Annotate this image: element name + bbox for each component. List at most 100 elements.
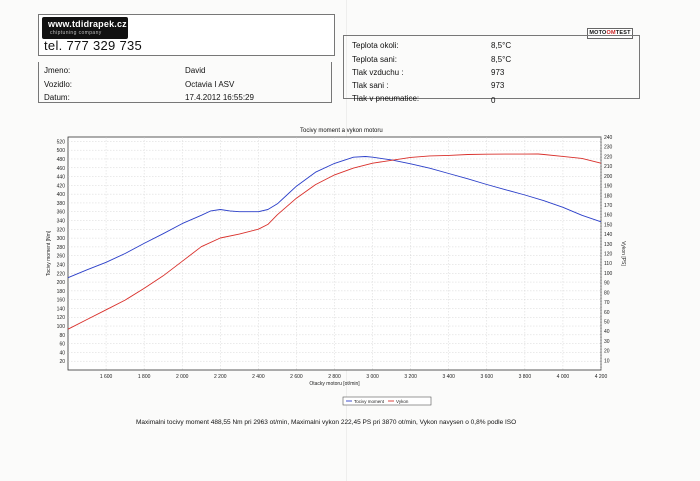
y2-tick-label: 210 (604, 164, 613, 170)
y2-tick-label: 30 (604, 339, 610, 345)
x-tick-label: 3 800 (519, 374, 532, 380)
y-tick-label: 220 (57, 271, 66, 277)
y2-tick-label: 70 (604, 300, 610, 306)
x-tick-label: 2 800 (328, 374, 341, 380)
y-axis-title: Tocivy moment [Nm] (46, 230, 52, 276)
temp-intake-value: 8,5°C (491, 55, 512, 64)
y2-tick-label: 140 (604, 232, 613, 238)
x-tick-label: 1 600 (100, 374, 113, 380)
plot-area (67, 136, 602, 371)
y-tick-label: 320 (57, 227, 66, 233)
company-logo: www.tdidrapek.cz chiptuning company (42, 17, 128, 39)
y-tick-label: 140 (57, 306, 66, 312)
temp-intake-label: Teplota sani: (352, 55, 397, 64)
air-pressure-label: Tlak vzduchu : (352, 68, 404, 77)
y-tick-label: 420 (57, 183, 66, 189)
y2-tick-label: 40 (604, 329, 610, 335)
vehicle-info-box (38, 62, 332, 103)
y-tick-label: 460 (57, 166, 66, 172)
y2-tick-label: 230 (604, 145, 613, 151)
mototest-logo-left: MOTO (589, 30, 607, 36)
temp-ambient-label: Teplota okoli: (352, 41, 399, 50)
logo-sub-text: chiptuning company (50, 30, 102, 36)
y-tick-label: 480 (57, 157, 66, 163)
legend-box (342, 396, 432, 406)
mototest-logo-mid: OM (606, 30, 616, 36)
y-tick-label: 280 (57, 245, 66, 251)
y-tick-label: 100 (57, 324, 66, 330)
name-label: Jmeno: (44, 66, 71, 75)
x-tick-label: 4 200 (595, 374, 608, 380)
y2-tick-label: 150 (604, 222, 613, 228)
y2-tick-label: 170 (604, 203, 613, 209)
y2-tick-label: 90 (604, 281, 610, 287)
y2-tick-label: 130 (604, 242, 613, 248)
y2-tick-label: 220 (604, 154, 613, 160)
y2-tick-label: 200 (604, 174, 613, 180)
mototest-logo-right: TEST (615, 30, 631, 36)
x-axis-title: Otacky motoru [ot/min] (309, 381, 360, 387)
y-tick-label: 260 (57, 254, 66, 260)
y2-tick-label: 100 (604, 271, 613, 277)
y-tick-label: 40 (59, 350, 65, 356)
y-tick-label: 400 (57, 192, 66, 198)
vehicle-value: Octavia I ASV (185, 80, 235, 89)
x-tick-label: 2 400 (252, 374, 265, 380)
y2-tick-label: 160 (604, 213, 613, 219)
y-tick-label: 60 (59, 342, 65, 348)
y-tick-label: 360 (57, 210, 66, 216)
x-tick-label: 3 600 (481, 374, 494, 380)
y-tick-label: 80 (59, 333, 65, 339)
y2-axis-title: Vykon [PS] (620, 241, 626, 266)
air-pressure-value: 973 (491, 68, 505, 77)
y2-tick-label: 120 (604, 252, 613, 258)
date-label: Datum: (44, 93, 70, 102)
logo-main-text: www.tdidrapek.cz (48, 19, 127, 29)
y-tick-label: 20 (59, 359, 65, 365)
y2-tick-label: 20 (604, 349, 610, 355)
x-tick-label: 4 000 (557, 374, 570, 380)
intake-pressure-value: 973 (491, 81, 505, 90)
y-tick-label: 520 (57, 139, 66, 145)
series-line-torque (67, 156, 602, 279)
x-tick-label: 3 400 (442, 374, 455, 380)
y-tick-label: 300 (57, 236, 66, 242)
name-value: David (185, 66, 206, 75)
y2-tick-label: 190 (604, 184, 613, 190)
y-tick-label: 180 (57, 289, 66, 295)
y-tick-label: 240 (57, 262, 66, 268)
y-tick-label: 500 (57, 148, 66, 154)
temp-ambient-value: 8,5°C (491, 41, 512, 50)
y2-tick-label: 60 (604, 310, 610, 316)
series-line-power (67, 153, 602, 330)
y-tick-label: 120 (57, 315, 66, 321)
y-tick-label: 440 (57, 175, 66, 181)
x-tick-label: 2 000 (176, 374, 189, 380)
x-tick-label: 3 200 (404, 374, 417, 380)
y2-tick-label: 110 (604, 261, 612, 267)
x-tick-label: 1 800 (138, 374, 151, 380)
x-tick-label: 2 600 (290, 374, 303, 380)
y2-tick-label: 240 (604, 135, 613, 141)
y-tick-label: 160 (57, 298, 66, 304)
phone-number: tel. 777 329 735 (44, 38, 143, 53)
y2-tick-label: 180 (604, 193, 613, 199)
y2-tick-label: 50 (604, 319, 610, 325)
summary-text: Maximalni tocivy moment 488,55 Nm pri 29… (136, 419, 517, 426)
x-tick-label: 2 200 (214, 374, 227, 380)
date-value: 17.4.2012 16:55:29 (185, 93, 254, 102)
tire-pressure-value: 0 (491, 96, 496, 105)
intake-pressure-label: Tlak sani : (352, 81, 389, 90)
y-tick-label: 340 (57, 219, 66, 225)
mototest-logo: MOTOOMTEST (587, 28, 633, 39)
y-tick-label: 200 (57, 280, 66, 286)
x-tick-label: 3 000 (366, 374, 379, 380)
ambient-conditions-box (343, 35, 640, 99)
vehicle-label: Vozidlo: (44, 80, 73, 89)
chart-title: Tocivy moment a vykon motoru (300, 128, 383, 134)
tire-pressure-label: Tlak v pneumatice: (352, 94, 420, 103)
legend-label-power: Vykon (396, 399, 409, 404)
legend-label-torque: Tocivy moment (354, 399, 385, 404)
